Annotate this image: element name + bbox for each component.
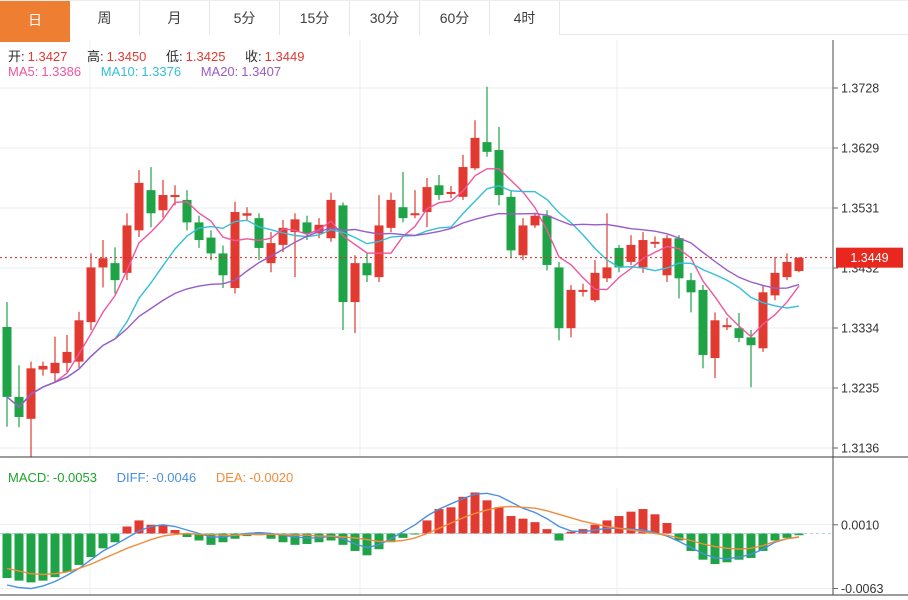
last-price-badge: 1.3449 [836, 247, 903, 268]
macd-pair: MACD: -0.0053 [8, 470, 97, 485]
macd-lines [6, 492, 800, 590]
tab-week[interactable]: 周 [70, 1, 140, 35]
low-pair: 低: 1.3425 [166, 49, 225, 64]
dea-pair: DEA: -0.0020 [216, 470, 293, 485]
ohlc-readout: 开: 1.3427 高: 1.3450 低: 1.3425 收: 1.3449 [8, 46, 320, 65]
high-pair: 高: 1.3450 [87, 49, 146, 64]
price-tick-label: 1.3334 [841, 322, 879, 336]
macd-tick-label: -0.0063 [841, 582, 883, 596]
close-value: 1.3449 [264, 49, 305, 64]
low-label: 低: [166, 49, 183, 64]
ma10-pair: MA10: 1.3376 [101, 64, 181, 79]
last-price-badge-label: 1.3449 [850, 251, 888, 265]
price-tick-label: 1.3136 [841, 442, 879, 456]
open-value: 1.3427 [27, 49, 68, 64]
macd-readout: MACD: -0.0053 DIFF: -0.0046 DEA: -0.0020 [8, 470, 309, 485]
gridlines [0, 40, 833, 595]
ma-readout: MA5: 1.3386 MA10: 1.3376 MA20: 1.3407 [8, 64, 297, 79]
tab-4hour[interactable]: 4时 [490, 1, 560, 35]
dea-value: -0.0020 [249, 470, 294, 485]
close-label: 收: [245, 49, 262, 64]
open-pair: 开: 1.3427 [8, 49, 67, 64]
tab-day[interactable]: 日 [0, 1, 70, 42]
ma5-value: 1.3386 [41, 64, 82, 79]
macd-tick-label: 0.0010 [841, 518, 879, 532]
candles-group [2, 86, 804, 457]
price-tick-label: 1.3235 [841, 382, 879, 396]
tab-5min[interactable]: 5分 [210, 1, 280, 35]
ma-lines [6, 168, 800, 408]
panel-frame [0, 40, 908, 596]
low-value: 1.3425 [185, 49, 226, 64]
diff-label: DIFF: [116, 470, 150, 485]
high-label: 高: [87, 49, 104, 64]
dea-label: DEA: [215, 470, 247, 485]
open-label: 开: [8, 49, 25, 64]
price-tick-label: 1.3531 [841, 202, 879, 216]
ma5-label: MA5: [8, 64, 39, 79]
diff-pair: DIFF: -0.0046 [117, 470, 197, 485]
ma10-value: 1.3376 [141, 64, 182, 79]
ma20-value: 1.3407 [241, 64, 282, 79]
ma20-pair: MA20: 1.3407 [201, 64, 281, 79]
diff-value: -0.0046 [152, 470, 197, 485]
price-axis: 1.37281.36291.35311.34321.33341.32351.31… [833, 82, 883, 596]
macd-histogram [2, 492, 804, 583]
high-value: 1.3450 [106, 49, 147, 64]
ma20-label: MA20: [200, 64, 239, 79]
ma5-pair: MA5: 1.3386 [8, 64, 81, 79]
tab-30min[interactable]: 30分 [350, 1, 420, 35]
tab-month[interactable]: 月 [140, 1, 210, 35]
price-tick-label: 1.3629 [841, 142, 879, 156]
close-pair: 收: 1.3449 [245, 49, 304, 64]
price-tick-label: 1.3728 [841, 82, 879, 96]
tab-60min[interactable]: 60分 [420, 1, 490, 35]
tab-bar: 日周月 5分 15分 30分 60分 4时 [0, 0, 908, 42]
macd-value: -0.0053 [52, 470, 97, 485]
ma10-label: MA10: [100, 64, 139, 79]
macd-label: MACD: [8, 470, 50, 485]
tab-15min[interactable]: 15分 [280, 1, 350, 35]
